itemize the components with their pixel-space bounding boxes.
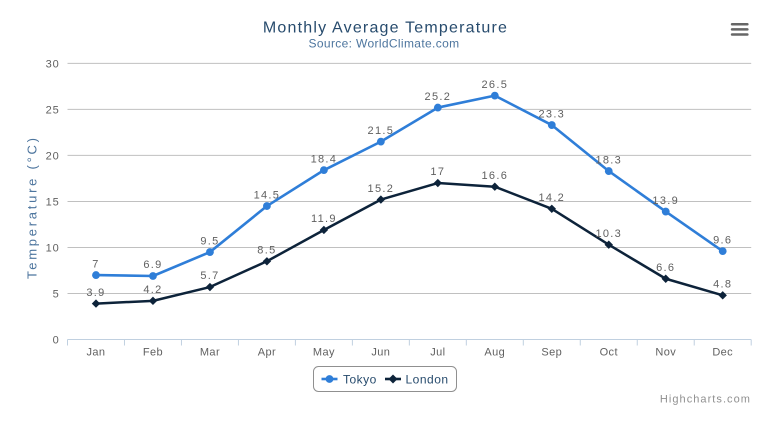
svg-text:Sep: Sep [541, 347, 562, 359]
svg-text:9.5: 9.5 [200, 235, 219, 247]
svg-text:7: 7 [92, 258, 99, 270]
svg-text:15.2: 15.2 [368, 183, 395, 195]
svg-text:Oct: Oct [600, 347, 618, 359]
svg-text:5: 5 [53, 289, 60, 301]
svg-text:6.9: 6.9 [143, 259, 162, 271]
svg-text:14.2: 14.2 [538, 192, 565, 204]
svg-text:Tokyo: Tokyo [343, 372, 377, 386]
svg-text:Feb: Feb [143, 347, 163, 359]
svg-text:14.5: 14.5 [254, 189, 281, 201]
svg-text:18.3: 18.3 [595, 154, 622, 166]
svg-text:23.3: 23.3 [538, 108, 565, 120]
svg-text:Aug: Aug [484, 347, 505, 359]
svg-text:13.9: 13.9 [652, 195, 679, 207]
svg-text:21.5: 21.5 [368, 125, 395, 137]
svg-text:9.6: 9.6 [713, 234, 732, 246]
svg-text:30: 30 [46, 59, 60, 71]
svg-text:Mar: Mar [200, 347, 220, 359]
svg-text:18.4: 18.4 [311, 153, 338, 165]
svg-text:6.6: 6.6 [656, 262, 675, 274]
svg-text:10: 10 [46, 243, 60, 255]
svg-text:London: London [406, 372, 449, 386]
svg-text:0: 0 [53, 335, 60, 347]
svg-text:Jan: Jan [87, 347, 106, 359]
svg-text:Jul: Jul [430, 347, 445, 359]
svg-text:Source: WorldClimate.com: Source: WorldClimate.com [309, 36, 460, 50]
svg-text:16.6: 16.6 [482, 170, 509, 182]
svg-text:25.2: 25.2 [425, 91, 452, 103]
svg-text:4.8: 4.8 [713, 279, 732, 291]
svg-text:May: May [313, 347, 335, 359]
svg-text:Temperature (°C): Temperature (°C) [25, 138, 40, 279]
svg-text:Dec: Dec [712, 347, 733, 359]
svg-text:11.9: 11.9 [311, 213, 337, 225]
svg-text:Apr: Apr [258, 347, 276, 359]
svg-text:Jun: Jun [371, 347, 390, 359]
svg-text:Monthly Average Temperature: Monthly Average Temperature [263, 19, 508, 36]
svg-text:8.5: 8.5 [257, 244, 276, 256]
svg-text:26.5: 26.5 [482, 79, 509, 91]
svg-text:17: 17 [430, 166, 445, 178]
svg-text:10.3: 10.3 [595, 228, 622, 240]
svg-text:Nov: Nov [655, 347, 676, 359]
svg-text:25: 25 [46, 105, 60, 117]
svg-text:Highcharts.com: Highcharts.com [660, 394, 751, 406]
svg-text:5.7: 5.7 [200, 270, 219, 282]
svg-text:3.9: 3.9 [86, 287, 105, 299]
svg-text:15: 15 [46, 197, 60, 209]
svg-text:20: 20 [46, 151, 60, 163]
svg-text:4.2: 4.2 [143, 284, 162, 296]
